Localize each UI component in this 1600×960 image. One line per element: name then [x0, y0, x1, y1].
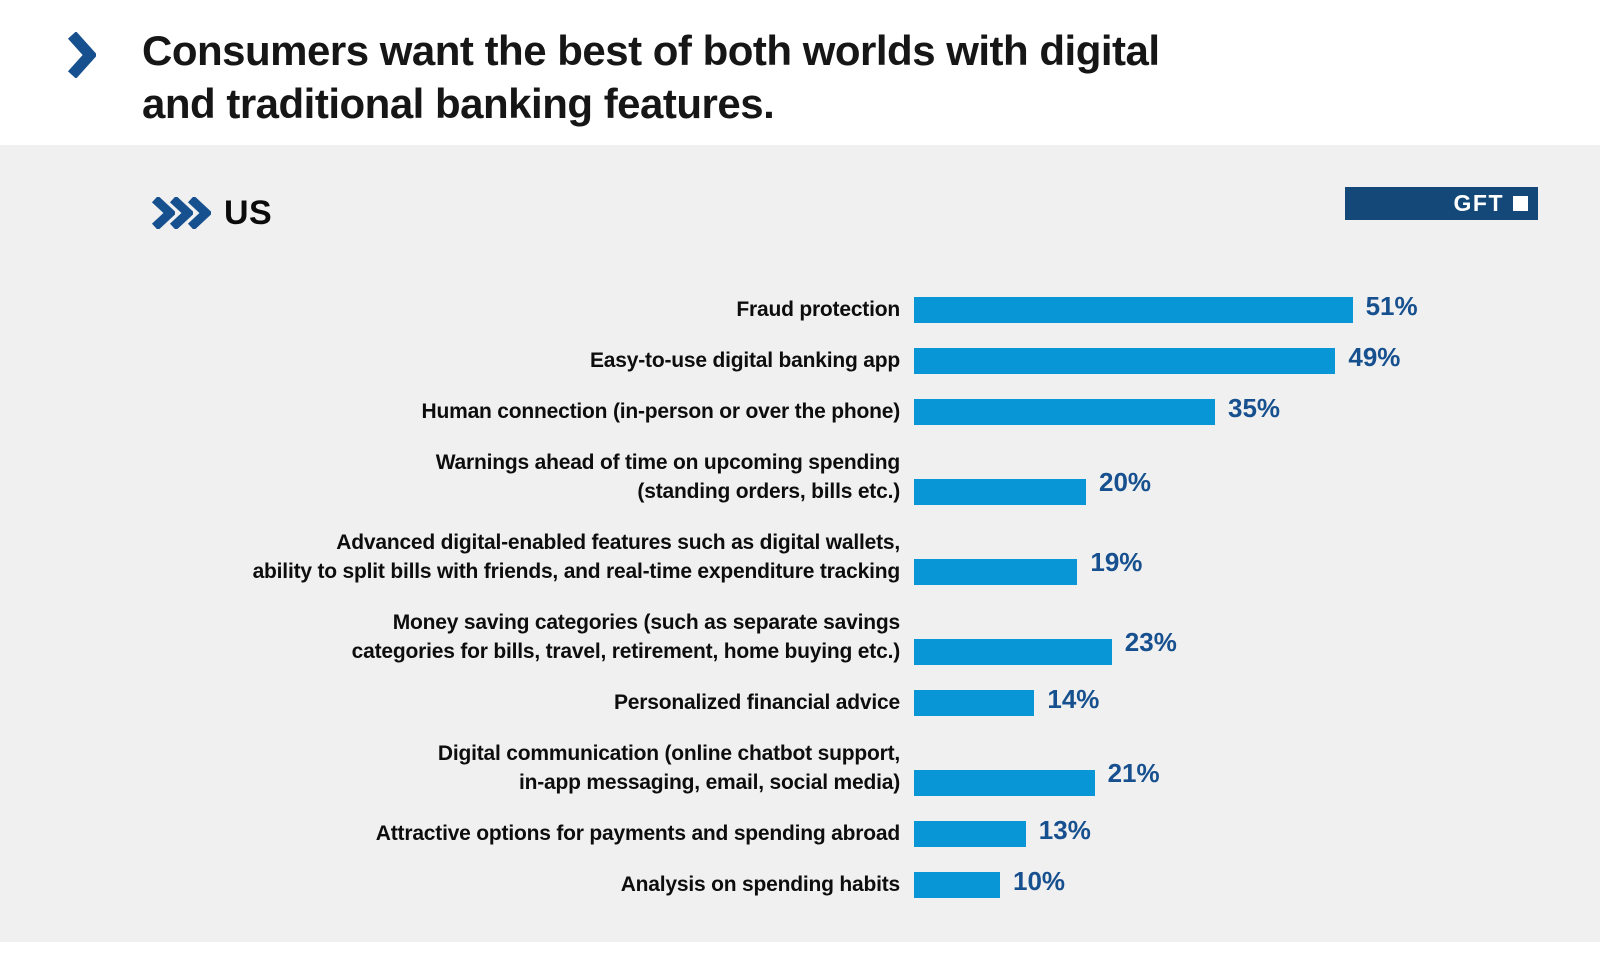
- bar-track: 49%: [914, 342, 1400, 375]
- slide-title: Consumers want the best of both worlds w…: [142, 24, 1160, 130]
- bar: [914, 820, 1026, 847]
- bar-track: 20%: [914, 467, 1151, 506]
- bar-category-label: Digital communication (online chatbot su…: [437, 742, 900, 794]
- bar-track: 13%: [914, 815, 1091, 848]
- bar-track: 35%: [914, 393, 1280, 426]
- bar-value-label: 14%: [1047, 684, 1100, 714]
- triple-chevron-icon: [152, 197, 211, 229]
- chart-row: Easy-to-use digital banking app 49%: [0, 342, 1600, 375]
- chart-row: Personalized financial advice 14%: [0, 684, 1600, 717]
- bar-category-label: Analysis on spending habits: [620, 873, 901, 896]
- bar-value-label: 20%: [1099, 467, 1152, 497]
- bar-category-label: Attractive options for payments and spen…: [375, 822, 900, 845]
- bar-value-label: 49%: [1348, 342, 1401, 372]
- chart-row: Warnings ahead of time on upcoming spend…: [0, 448, 1600, 506]
- bar: [914, 638, 1112, 665]
- bar-value-label: 23%: [1124, 627, 1177, 657]
- bar: [914, 871, 1000, 898]
- chart-row: Attractive options for payments and spen…: [0, 815, 1600, 848]
- bar-track: 51%: [914, 291, 1418, 324]
- slide-title-line2: and traditional banking features.: [142, 80, 775, 127]
- header: Consumers want the best of both worlds w…: [0, 0, 1600, 145]
- bar-category-label: Easy-to-use digital banking app: [589, 349, 900, 372]
- chart-row: Analysis on spending habits 10%: [0, 866, 1600, 899]
- bar-track: 14%: [914, 684, 1099, 717]
- bar-category-label: Warnings ahead of time on upcoming spend…: [435, 451, 901, 503]
- bar-category-label: Money saving categories (such as separat…: [351, 611, 901, 663]
- gft-logo-square-icon: [1513, 196, 1528, 211]
- bar: [914, 296, 1353, 323]
- chart-row: Money saving categories (such as separat…: [0, 608, 1600, 666]
- bar-track: 23%: [914, 627, 1177, 666]
- gft-logo-text: GFT: [1453, 190, 1504, 216]
- bar: [914, 689, 1035, 716]
- bar-value-label: 10%: [1013, 866, 1066, 896]
- chevron-right-icon: [67, 31, 98, 83]
- bar-category-label: Personalized financial advice: [614, 691, 900, 714]
- chart-row: Human connection (in-person or over the …: [0, 393, 1600, 426]
- bar: [914, 769, 1095, 796]
- bar: [914, 558, 1078, 585]
- chart-panel: US GFT Fraud protection 51% Easy-to-use di…: [0, 145, 1600, 942]
- bar-track: 19%: [914, 547, 1142, 586]
- chart-row: Fraud protection 51%: [0, 291, 1600, 324]
- chart-row: Advanced digital-enabled features such a…: [0, 528, 1600, 586]
- bar-category-label: Fraud protection: [736, 298, 900, 321]
- gft-logo: GFT: [1345, 187, 1538, 220]
- bar: [914, 478, 1086, 505]
- bar-value-label: 21%: [1107, 758, 1160, 788]
- bar-value-label: 35%: [1228, 393, 1281, 423]
- bar-track: 21%: [914, 758, 1160, 797]
- bar-chart: Fraud protection 51% Easy-to-use digital b…: [0, 291, 1600, 899]
- footer-strip: [0, 942, 1600, 960]
- chart-row: Digital communication (online chatbot su…: [0, 739, 1600, 797]
- slide-title-line1: Consumers want the best of both worlds w…: [142, 27, 1160, 74]
- bar-value-label: 19%: [1090, 547, 1143, 577]
- bar-track: 10%: [914, 866, 1065, 899]
- bar: [914, 347, 1336, 374]
- bar-value-label: 51%: [1365, 291, 1418, 321]
- region-header: US: [152, 193, 1600, 233]
- region-label: US: [224, 193, 273, 232]
- bar-value-label: 13%: [1038, 815, 1091, 845]
- bar: [914, 398, 1215, 425]
- bar-category-label: Advanced digital-enabled features such a…: [252, 531, 901, 583]
- bar-category-label: Human connection (in-person or over the …: [421, 400, 901, 423]
